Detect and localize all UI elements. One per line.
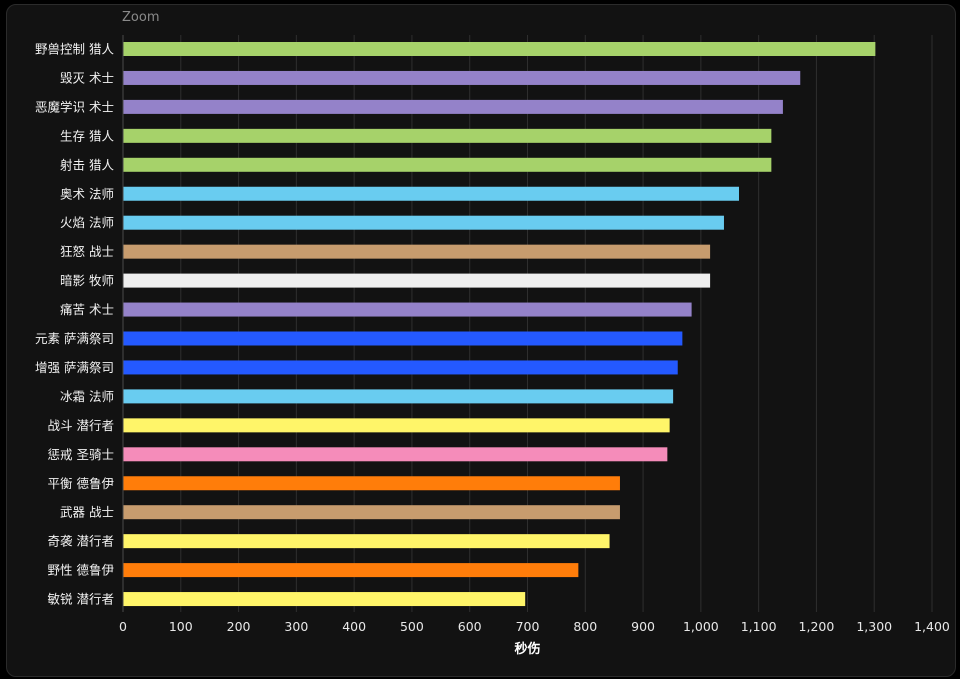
category-label: 野性 德鲁伊 xyxy=(48,563,114,578)
bar[interactable] xyxy=(123,331,683,346)
x-tick-label: 0 xyxy=(119,619,127,634)
bar[interactable] xyxy=(123,534,610,549)
category-label: 暗影 牧师 xyxy=(60,273,114,288)
category-label: 增强 萨满祭司 xyxy=(35,360,114,375)
x-tick-label: 100 xyxy=(169,619,193,634)
x-tick-label: 1,300 xyxy=(856,619,892,634)
category-label: 痛苦 术士 xyxy=(60,302,114,317)
x-tick-labels: 0 100 200 300 400 500 600 700 800 900 1,000 1,100 1,… xyxy=(119,619,950,634)
category-label: 奥术 法师 xyxy=(60,186,114,201)
x-tick-label: 900 xyxy=(631,619,655,634)
category-label: 射击 猎人 xyxy=(60,157,114,172)
zoom-button[interactable]: Zoom xyxy=(122,10,160,25)
bar[interactable] xyxy=(123,128,772,143)
bars xyxy=(123,42,876,607)
bar[interactable] xyxy=(123,447,668,462)
category-label: 奇袭 潜行者 xyxy=(48,534,114,549)
x-tick-label: 1,400 xyxy=(914,619,950,634)
x-tick-label: 400 xyxy=(342,619,366,634)
category-label: 敏锐 潜行者 xyxy=(48,592,114,607)
gridlines xyxy=(180,35,933,612)
bar[interactable] xyxy=(123,215,724,230)
x-axis-title: 秒伤 xyxy=(514,641,540,657)
category-label: 火焰 法师 xyxy=(60,215,114,230)
category-label: 平衡 德鲁伊 xyxy=(48,476,114,491)
bar[interactable] xyxy=(123,592,526,607)
x-tick-label: 300 xyxy=(284,619,308,634)
bar[interactable] xyxy=(123,302,692,317)
bar[interactable] xyxy=(123,186,739,201)
category-label: 生存 猎人 xyxy=(60,128,114,143)
category-label: 武器 战士 xyxy=(60,505,114,520)
bar[interactable] xyxy=(123,418,670,433)
x-tick-label: 200 xyxy=(227,619,251,634)
x-tick-label: 1,100 xyxy=(741,619,777,634)
x-tick-label: 1,200 xyxy=(799,619,835,634)
bar[interactable] xyxy=(123,505,620,520)
bar[interactable] xyxy=(123,244,711,259)
bar[interactable] xyxy=(123,42,876,56)
bar[interactable] xyxy=(123,360,678,375)
x-tick-label: 700 xyxy=(516,619,540,634)
bar[interactable] xyxy=(123,273,711,288)
bar[interactable] xyxy=(123,157,772,172)
category-label: 狂怒 战士 xyxy=(60,244,114,259)
bar[interactable] xyxy=(123,389,674,404)
category-label: 毁灭 术士 xyxy=(60,70,114,85)
category-label: 元素 萨满祭司 xyxy=(35,331,114,346)
x-tick-label: 600 xyxy=(458,619,482,634)
category-label: 恶魔学识 术士 xyxy=(35,99,114,114)
category-label: 野兽控制 猎人 xyxy=(35,42,114,57)
category-label: 惩戒 圣骑士 xyxy=(48,447,114,462)
category-label: 冰霜 法师 xyxy=(60,389,114,404)
x-tick-label: 500 xyxy=(400,619,424,634)
category-label: 战斗 潜行者 xyxy=(48,418,114,433)
bar[interactable] xyxy=(123,476,620,491)
bar[interactable] xyxy=(123,70,801,85)
x-tick-label: 800 xyxy=(573,619,597,634)
bar[interactable] xyxy=(123,563,579,578)
x-tick-label: 1,000 xyxy=(683,619,719,634)
bar[interactable] xyxy=(123,99,783,114)
